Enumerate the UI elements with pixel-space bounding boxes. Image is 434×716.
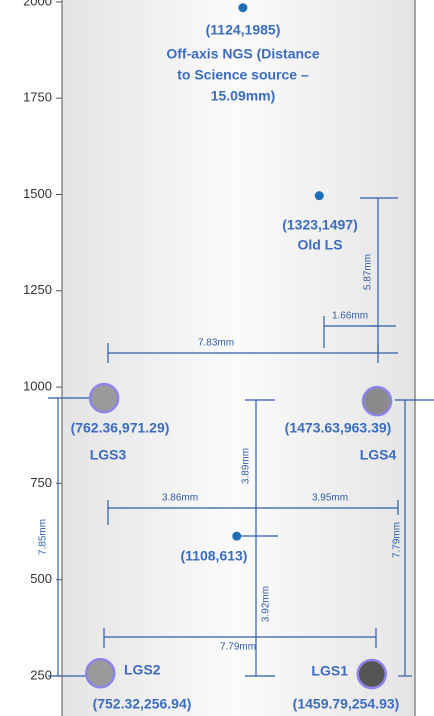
dimension-label: 3.95mm xyxy=(312,493,348,504)
point-name: to Science source – xyxy=(177,67,309,83)
dimension-label: 7.79mm xyxy=(220,642,256,653)
point-label: (1473.63,963.39) xyxy=(285,420,392,436)
point xyxy=(314,191,324,201)
point-name: LGS4 xyxy=(360,447,397,463)
lgs-point xyxy=(356,658,388,690)
dimension-label: 1.66mm xyxy=(332,311,368,322)
point-name: Old LS xyxy=(297,237,342,253)
point-name: LGS3 xyxy=(90,447,127,463)
point-label: (1459.79,254.93) xyxy=(293,696,400,712)
y-tick-label: 1750 xyxy=(23,90,52,105)
lgs-point xyxy=(85,658,116,689)
point xyxy=(238,3,248,13)
point-name: LGS1 xyxy=(311,663,348,679)
y-tick-label: 1000 xyxy=(23,379,52,394)
y-tick-label: 500 xyxy=(30,571,52,586)
dimension-label: 3.89mm xyxy=(241,448,252,484)
dimension-label: 3.92mm xyxy=(261,586,272,622)
y-tick-label: 750 xyxy=(30,475,52,490)
dimension-label: 3.86mm xyxy=(162,493,198,504)
point xyxy=(232,531,242,541)
point-label: (1124,1985) xyxy=(206,22,281,38)
y-tick-label: 1250 xyxy=(23,282,52,297)
point-label: (1108,613) xyxy=(181,548,248,564)
plot-area xyxy=(62,0,415,716)
point-label: (752.32,256.94) xyxy=(93,696,192,712)
dimension-label: 7.83mm xyxy=(198,338,234,349)
point-name: 15.09mm) xyxy=(211,88,276,104)
y-tick-label: 1500 xyxy=(23,186,52,201)
lgs-point xyxy=(361,385,393,417)
point-name: Off-axis NGS (Distance xyxy=(166,46,319,62)
point-label: (762.36,971.29) xyxy=(71,420,170,436)
y-tick-label: 250 xyxy=(30,667,52,682)
dimension-label: 7.85mm xyxy=(38,519,49,555)
point-label: (1323,1497) xyxy=(282,217,358,233)
y-tick-label: 2000 xyxy=(23,0,52,8)
dimension-label: 7.79mm xyxy=(392,522,403,558)
lgs-point xyxy=(88,382,120,414)
point-name: LGS2 xyxy=(124,662,161,678)
dimension-label: 5.87mm xyxy=(363,254,374,290)
